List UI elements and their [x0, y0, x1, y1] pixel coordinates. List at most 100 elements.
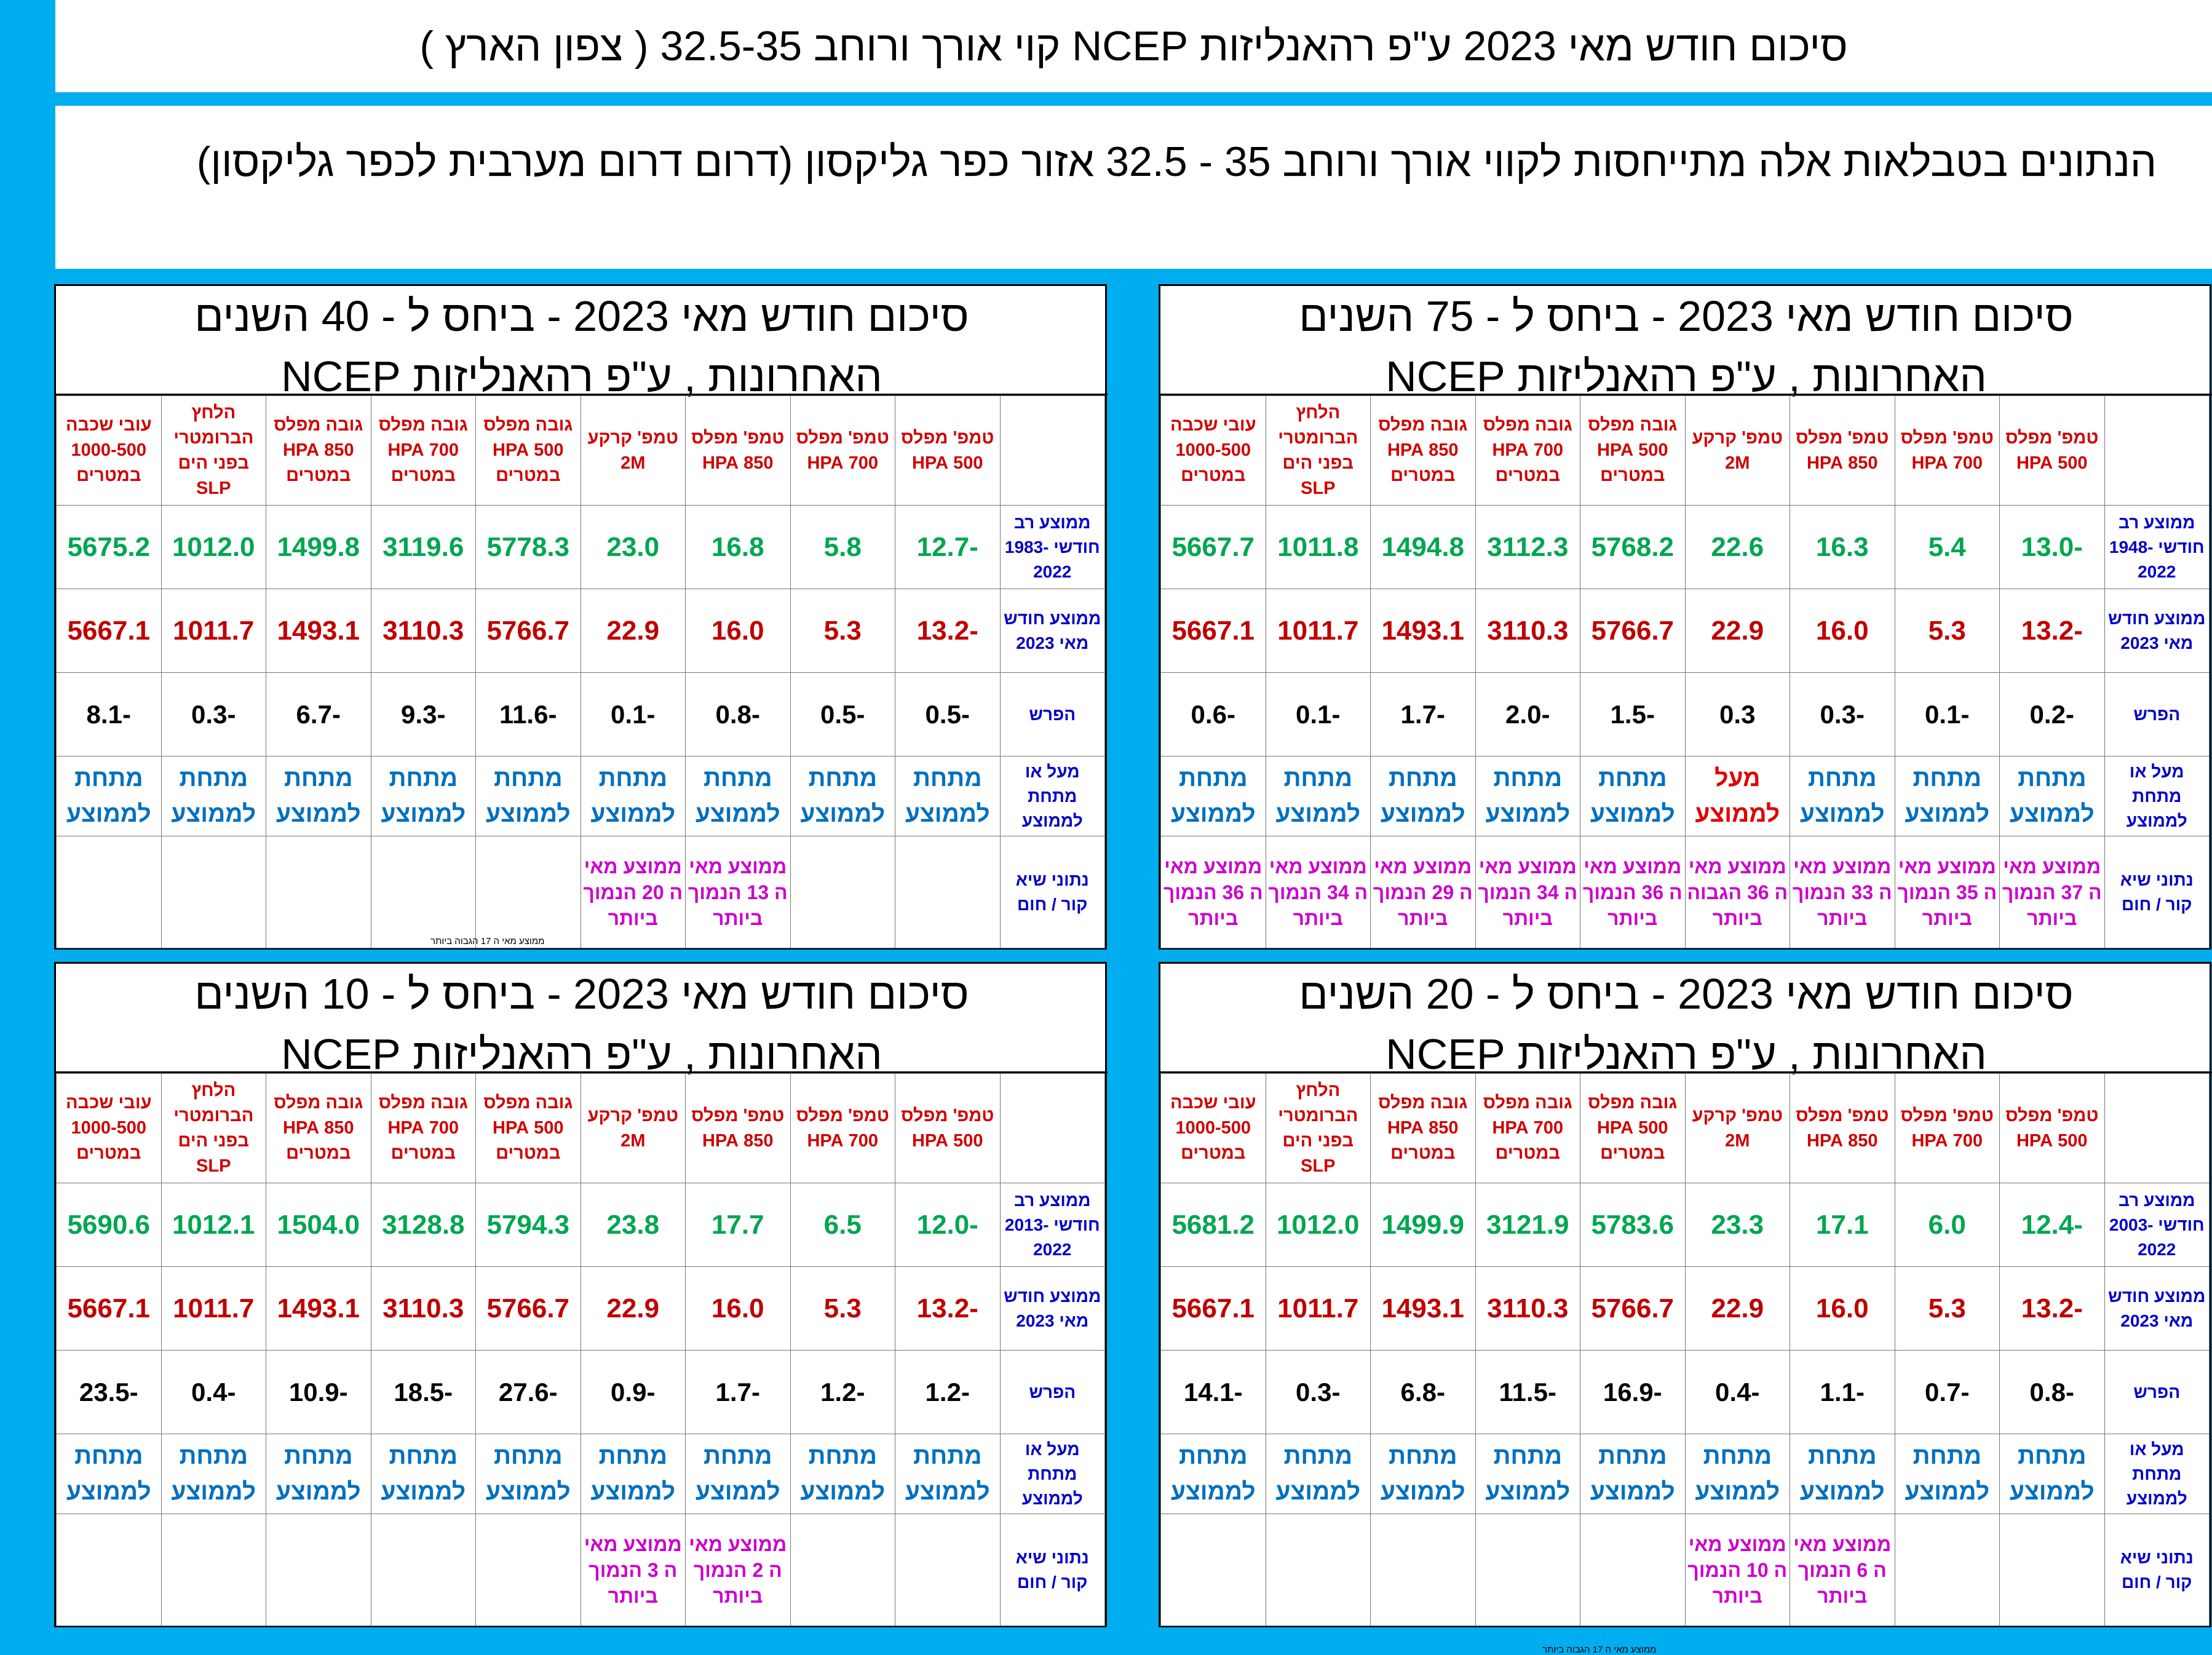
record-value	[56, 1514, 162, 1626]
average-row: ממוצע רב חודשי 1948-2022 -13.0 5.4 16.3 22.6…	[1160, 505, 2210, 589]
difference-value: -0.1	[1894, 672, 2000, 756]
above-below-value: מתחת לממוצע	[1790, 756, 1895, 836]
record-value	[1999, 1514, 2105, 1626]
row-label: נתוני שיא קור / חום	[2104, 836, 2210, 948]
difference-value: -1.7	[685, 1350, 791, 1434]
difference-value: -0.4	[161, 1350, 266, 1434]
average-value: 1499.9	[1370, 1183, 1476, 1267]
column-header: טמפ' מפלס 700 HPA	[790, 1073, 895, 1183]
current-value: 1011.7	[161, 589, 266, 673]
average-value: 5.4	[1894, 505, 2000, 589]
above-below-value: מתחת לממוצע	[1580, 1434, 1686, 1514]
current-value: 3110.3	[370, 1266, 476, 1351]
current-value: 1493.1	[1370, 589, 1476, 673]
record-value	[475, 836, 581, 948]
column-header: עובי שכבה 1000-500 במטרים	[1160, 395, 1266, 506]
current-value: 1493.1	[266, 589, 371, 673]
difference-value: -0.1	[1265, 672, 1371, 756]
average-value: 5778.3	[475, 505, 581, 589]
difference-value: -0.8	[1999, 1350, 2105, 1434]
column-header: טמפ' מפלס 500 HPA	[1999, 1073, 2105, 1183]
row-label: הפרש	[2104, 1350, 2210, 1434]
above-below-value: מתחת לממוצע	[1475, 1434, 1580, 1514]
panel-title: סיכום חודש מאי 2023 - ביחס ל - 10 השנים …	[56, 964, 1108, 1078]
column-header: טמפ' קרקע 2M	[580, 395, 686, 506]
column-header: טמפ' קרקע 2M	[1684, 395, 1790, 506]
record-value	[370, 836, 476, 948]
current-value: -13.2	[1999, 1266, 2105, 1351]
row-label: מעל או מתחת לממוצע	[2104, 1434, 2210, 1514]
current-value: 5766.7	[475, 1266, 581, 1351]
difference-value: -18.5	[370, 1350, 476, 1434]
difference-value: -0.2	[1999, 672, 2105, 756]
current-row: ממוצע חודש מאי 2023 -13.2 5.3 16.0 22.9 5766.…	[1160, 589, 2210, 673]
difference-value: -8.1	[56, 672, 162, 756]
difference-value: -0.3	[1790, 672, 1895, 756]
average-value: 5690.6	[56, 1183, 162, 1267]
column-header: טמפ' מפלס 850 HPA	[1790, 395, 1895, 506]
record-row: נתוני שיא קור / חום ממוצע מאי ה 2 הנמוך ב…	[56, 1514, 1105, 1626]
above-below-value: מתחת לממוצע	[895, 756, 1001, 836]
record-value	[1475, 1514, 1580, 1626]
difference-value: -9.3	[370, 672, 476, 756]
column-header: גובה מפלס 700 HPA במטרים	[370, 1073, 476, 1183]
column-header: טמפ' מפלס 700 HPA	[790, 395, 895, 506]
above-below-row: מעל או מתחת לממוצע מתחת לממוצע מתחת לממוצע…	[56, 1434, 1105, 1514]
average-value: 5675.2	[56, 505, 162, 589]
summary-table: טמפ' מפלס 500 HPA טמפ' מפלס 700 HPA טמפ' מ…	[1160, 395, 2210, 948]
average-value: 1499.8	[266, 505, 371, 589]
average-value: 1012.0	[161, 505, 266, 589]
record-value	[1580, 1514, 1686, 1626]
row-label: מעל או מתחת לממוצע	[999, 1434, 1105, 1514]
record-value: ממוצע מאי ה 34 הנמוך ביותר	[1475, 836, 1580, 948]
difference-value: -0.1	[580, 672, 686, 756]
record-value: ממוצע מאי ה 35 הנמוך ביותר	[1894, 836, 2000, 948]
column-header: גובה מפלס 500 HPA במטרים	[475, 1073, 581, 1183]
difference-value: -0.7	[1894, 1350, 2000, 1434]
average-value: 6.5	[790, 1183, 895, 1267]
record-value: ממוצע מאי ה 36 הגבוה ביותר	[1684, 836, 1790, 948]
column-header: טמפ' מפלס 700 HPA	[1894, 395, 2000, 506]
difference-value: -0.9	[580, 1350, 686, 1434]
above-below-value: מתחת לממוצע	[1580, 756, 1686, 836]
difference-value: -0.6	[1160, 672, 1266, 756]
panel-40-years: סיכום חודש מאי 2023 - ביחס ל - 40 השנים …	[54, 284, 1108, 950]
intro-text: הנתונים בטבלאות אלה מתייחסות לקווי אורך …	[196, 138, 2157, 185]
current-value: 1011.7	[1265, 589, 1371, 673]
current-value: 22.9	[580, 589, 686, 673]
record-row: נתוני שיא קור / חום ממוצע מאי ה 6 הנמוך ב…	[1160, 1514, 2210, 1626]
panel-title: סיכום חודש מאי 2023 - ביחס ל - 40 השנים …	[56, 286, 1108, 400]
column-header: גובה מפלס 850 HPA במטרים	[1370, 1073, 1476, 1183]
difference-value: -10.9	[266, 1350, 371, 1434]
above-below-value: מתחת לממוצע	[1475, 756, 1580, 836]
row-label: הפרש	[999, 1350, 1105, 1434]
current-value: 5667.1	[56, 589, 162, 673]
above-below-value: מעל לממוצע	[1684, 756, 1790, 836]
average-value: 6.0	[1894, 1183, 2000, 1267]
row-label: הפרש	[2104, 672, 2210, 756]
current-value: -13.2	[895, 589, 1001, 673]
record-value: ממוצע מאי ה 33 הנמוך ביותר	[1790, 836, 1895, 948]
column-header: גובה מפלס 700 HPA במטרים	[370, 395, 476, 506]
column-header: טמפ' מפלס 500 HPA	[895, 1073, 1001, 1183]
above-below-value: מתחת לממוצע	[580, 1434, 686, 1514]
above-below-value: מתחת לממוצע	[161, 756, 266, 836]
record-value	[1160, 1514, 1266, 1626]
difference-value: -0.5	[790, 672, 895, 756]
current-value: 5.3	[790, 1266, 895, 1351]
difference-value: -0.5	[895, 672, 1001, 756]
current-value: 22.9	[1684, 1266, 1790, 1351]
average-value: 16.8	[685, 505, 791, 589]
above-below-value: מתחת לממוצע	[370, 1434, 476, 1514]
difference-row: הפרש -0.5 -0.5 -0.8 -0.1 -11.6 -9.3 -6.7 -0.3 -8.…	[56, 672, 1105, 756]
record-value	[895, 1514, 1001, 1626]
panel-10-years: סיכום חודש מאי 2023 - ביחס ל - 10 השנים …	[54, 962, 1108, 1627]
row-label: ממוצע רב חודשי 2003-2022	[2104, 1183, 2210, 1267]
above-below-value: מתחת לממוצע	[475, 1434, 581, 1514]
average-row: ממוצע רב חודשי 2003-2022 -12.4 6.0 17.1 23.3…	[1160, 1183, 2210, 1267]
average-value: -12.0	[895, 1183, 1001, 1267]
summary-table: טמפ' מפלס 500 HPA טמפ' מפלס 700 HPA טמפ' מ…	[56, 395, 1105, 948]
difference-value: -6.8	[1370, 1350, 1476, 1434]
header-row: טמפ' מפלס 500 HPA טמפ' מפלס 700 HPA טמפ' מ…	[56, 1073, 1105, 1183]
current-value: 5667.1	[1160, 1266, 1266, 1351]
